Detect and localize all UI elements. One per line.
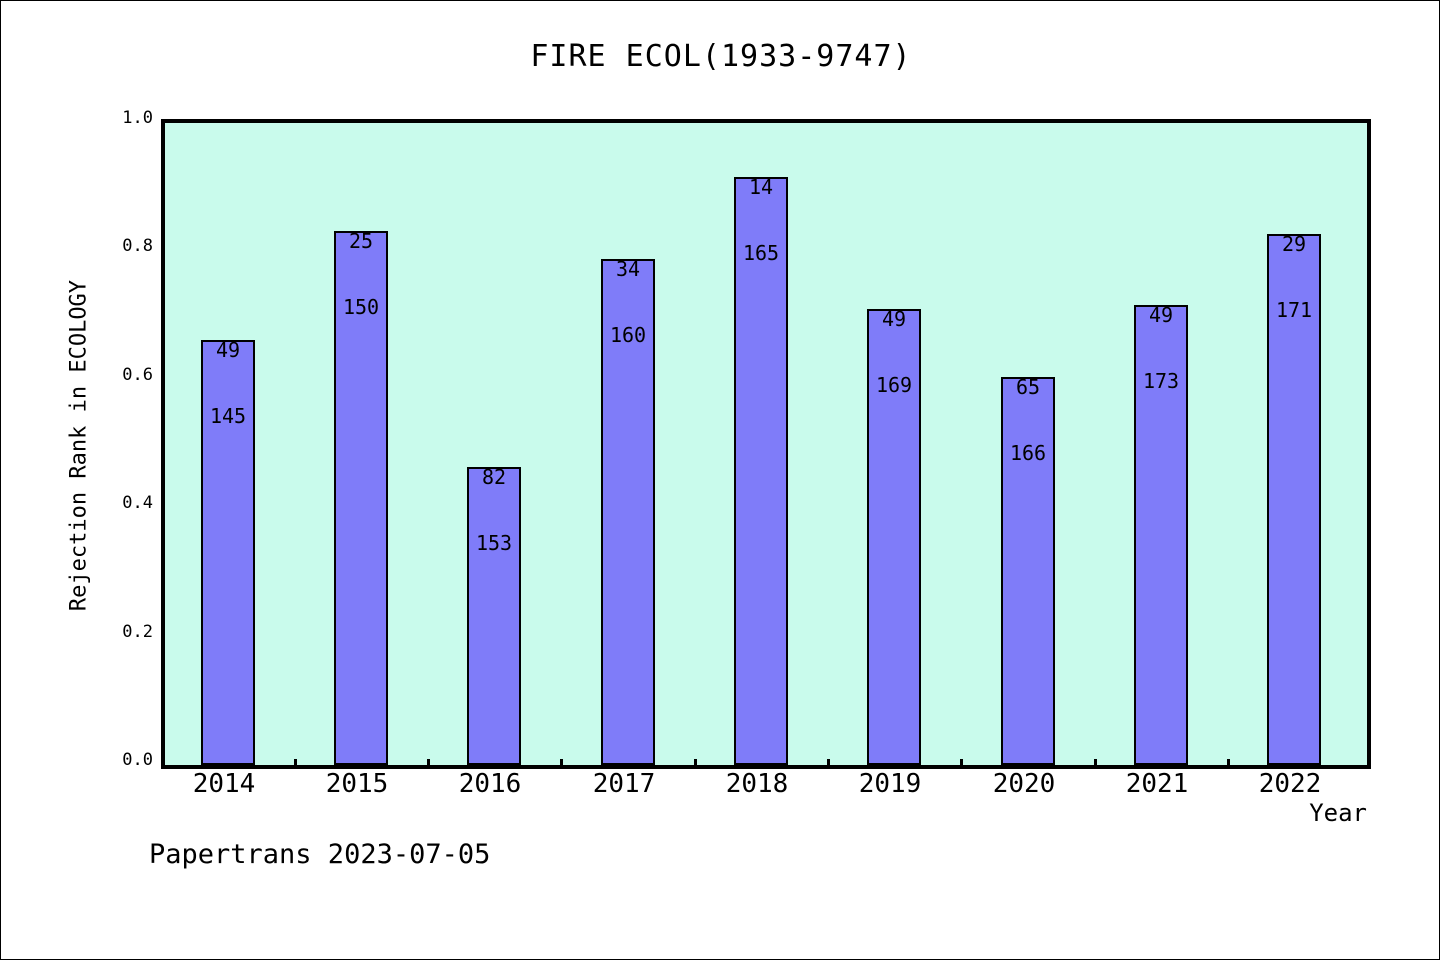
x-tick-mark: [1094, 759, 1097, 769]
bar-2018[interactable]: [734, 177, 788, 765]
x-tick-label-2018: 2018: [725, 769, 789, 799]
y-axis-tick-labels: 0.0 0.2 0.4 0.6 0.8 1.0: [95, 108, 153, 770]
bar-2016[interactable]: [467, 467, 521, 765]
bar-2021[interactable]: [1134, 305, 1188, 765]
bar-value-label-2020: 65 166: [978, 332, 1078, 508]
bar-label-bottom: 171: [1275, 298, 1313, 322]
bar-label-bottom: 153: [475, 531, 513, 555]
y-axis-title: Rejection Rank in ECOLOGY: [66, 279, 92, 612]
x-tick-mark: [1227, 759, 1230, 769]
bar-label-bottom: 165: [742, 241, 780, 265]
y-tick-label: 0.6: [122, 364, 153, 385]
bar-value-label-2014: 49 145: [178, 295, 278, 471]
footnote-text: Papertrans 2023-07-05: [149, 839, 491, 870]
bar-value-label-2019: 49 169: [844, 264, 944, 440]
x-tick-label-2017: 2017: [592, 769, 656, 799]
bar-value-label-2022: 29 171: [1244, 189, 1344, 365]
y-tick-label: 1.0: [122, 108, 153, 128]
x-tick-mark: [427, 759, 430, 769]
x-axis-title: Year: [1309, 799, 1367, 827]
y-tick-label: 0.8: [122, 236, 153, 257]
bar-label-top: 65: [1015, 375, 1041, 399]
bar-label-bottom: 150: [342, 295, 380, 319]
bar-label-top: 49: [1148, 303, 1174, 327]
plot-area: 49 145 25 150 82 153 34 160 14 165 49 16…: [161, 119, 1371, 769]
x-tick-mark: [827, 759, 830, 769]
bar-label-top: 25: [348, 229, 374, 253]
bar-label-top: 14: [748, 175, 774, 199]
bar-label-top: 82: [481, 465, 507, 489]
bar-label-bottom: 145: [209, 404, 247, 428]
x-axis-tick-labels: 2014 2015 2016 2017 2018 2019 2020 2021 …: [161, 769, 1363, 809]
y-tick-label: 0.4: [122, 493, 153, 514]
chart-title: FIRE ECOL(1933-9747): [530, 39, 912, 74]
bar-2017[interactable]: [601, 259, 655, 765]
bar-label-top: 49: [215, 338, 241, 362]
x-tick-label-2019: 2019: [858, 769, 922, 799]
bar-value-label-2015: 25 150: [311, 186, 411, 362]
bar-label-top: 34: [615, 257, 641, 281]
bar-value-label-2018: 14 165: [711, 132, 811, 308]
bar-value-label-2016: 82 153: [444, 422, 544, 598]
x-tick-label-2016: 2016: [458, 769, 522, 799]
bar-2015[interactable]: [334, 231, 388, 765]
bar-label-bottom: 166: [1009, 441, 1047, 465]
bar-2019[interactable]: [867, 309, 921, 765]
x-tick-mark: [694, 759, 697, 769]
bar-label-bottom: 160: [609, 323, 647, 347]
bar-2014[interactable]: [201, 340, 255, 765]
bar-label-top: 29: [1281, 232, 1307, 256]
bar-label-bottom: 169: [875, 373, 913, 397]
x-tick-mark: [560, 759, 563, 769]
y-tick-label: 0.2: [122, 621, 153, 642]
x-tick-mark: [294, 759, 297, 769]
x-tick-label-2015: 2015: [325, 769, 389, 799]
y-tick-label: 0.0: [122, 750, 153, 770]
x-tick-label-2014: 2014: [192, 769, 256, 799]
bar-value-label-2017: 34 160: [578, 214, 678, 390]
x-tick-label-2022: 2022: [1258, 769, 1322, 799]
bar-value-label-2021: 49 173: [1111, 260, 1211, 436]
bar-2022[interactable]: [1267, 234, 1321, 765]
x-tick-mark: [960, 759, 963, 769]
bar-label-top: 49: [881, 307, 907, 331]
x-tick-label-2021: 2021: [1125, 769, 1189, 799]
bar-2020[interactable]: [1001, 377, 1055, 765]
x-tick-label-2020: 2020: [992, 769, 1056, 799]
bar-label-bottom: 173: [1142, 369, 1180, 393]
